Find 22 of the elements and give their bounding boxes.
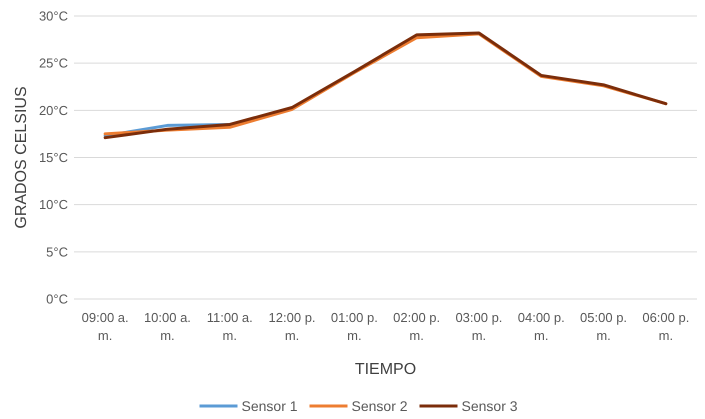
legend-label: Sensor 2 xyxy=(352,398,408,414)
legend-label: Sensor 1 xyxy=(242,398,298,414)
x-tick-label: 06:00 p. m. xyxy=(642,310,690,343)
y-tick-label: 0°C xyxy=(46,292,68,307)
y-tick-label: 10°C xyxy=(38,197,68,212)
y-tick-label: 15°C xyxy=(38,150,68,166)
x-tick-label: 09:00 a. m. xyxy=(82,310,129,343)
x-tick-label: 02:00 p. m. xyxy=(393,310,440,343)
y-tick-label: 5°C xyxy=(46,244,68,260)
y-tick-label: 25°C xyxy=(38,56,68,71)
x-tick-label: 03:00 p. m. xyxy=(455,310,502,343)
x-tick-label: 11:00 a. m. xyxy=(206,310,253,343)
y-axis-title: GRADOS CELSIUS xyxy=(13,86,30,229)
x-tick-label: 01:00 p. m. xyxy=(330,310,378,343)
x-tick-label: 05:00 p. m. xyxy=(580,310,628,343)
x-tick-label: 04:00 p. m. xyxy=(518,310,565,343)
y-tick-label: 20°C xyxy=(38,102,68,118)
x-tick-label: 12:00 p. m. xyxy=(268,310,316,343)
x-tick-label: 10:00 a. m. xyxy=(144,310,191,343)
y-tick-label: 30°C xyxy=(38,8,68,24)
x-axis-title: TIEMPO xyxy=(354,361,416,378)
legend-label: Sensor 3 xyxy=(462,398,518,414)
